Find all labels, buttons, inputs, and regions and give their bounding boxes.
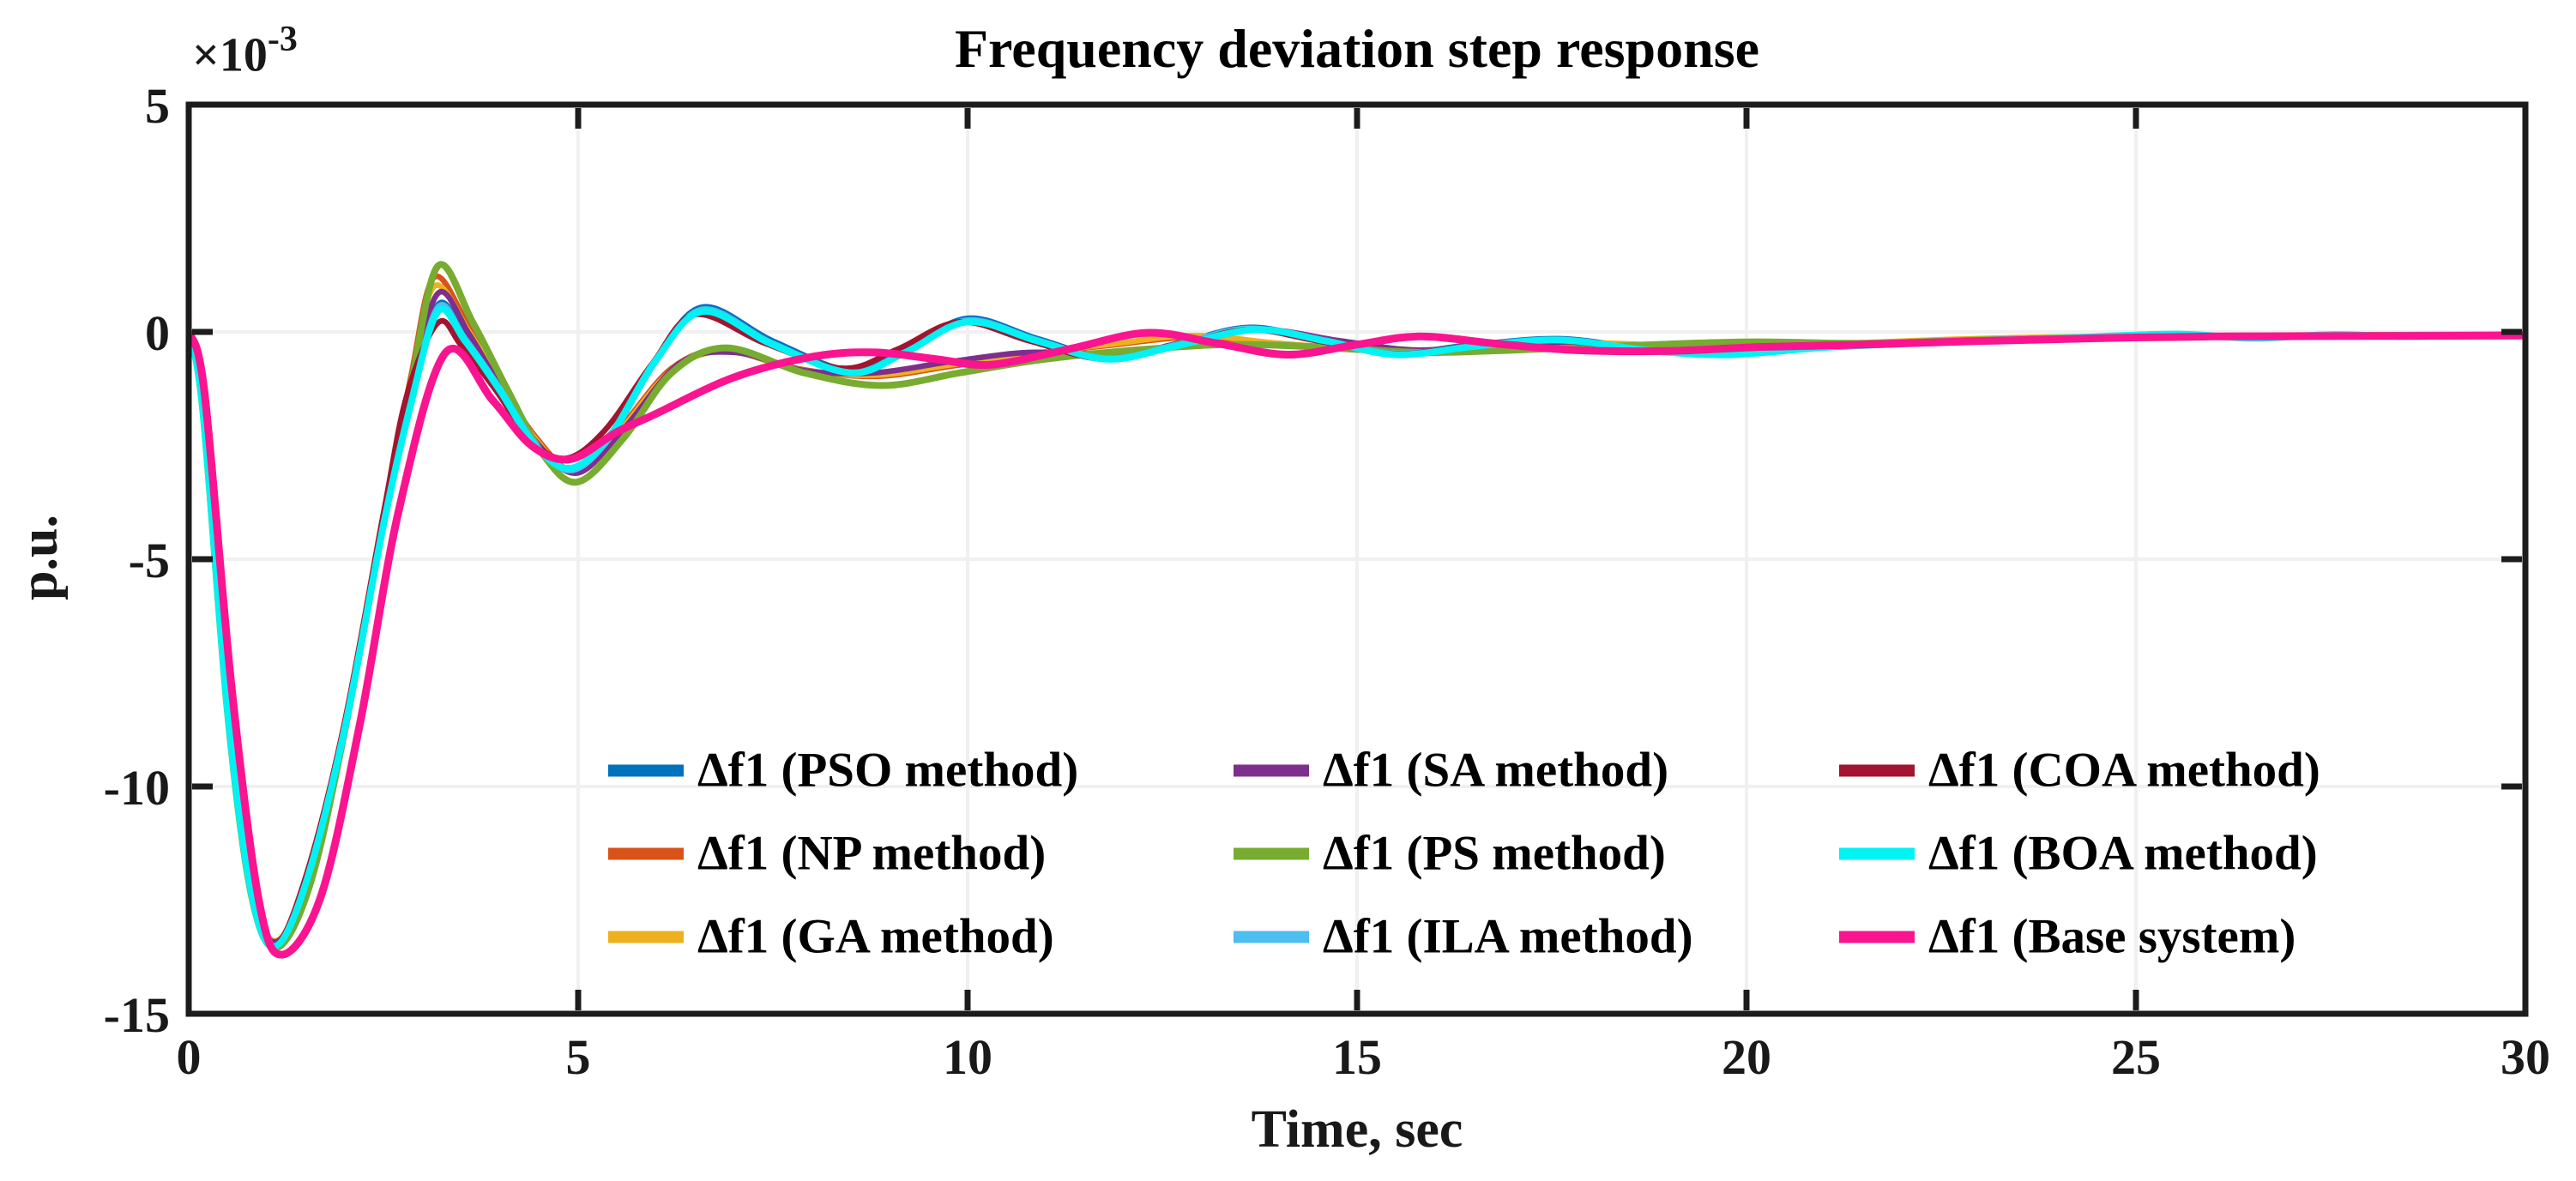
- axes-frame: [185, 101, 2529, 1017]
- legend-label-GA: Δf1 (GA method): [697, 909, 1054, 964]
- x-axis-label: Time, sec: [1251, 1100, 1463, 1159]
- legend-swatch-GA: [608, 931, 684, 943]
- legend-item-GA: Δf1 (GA method): [608, 909, 1054, 965]
- x-tick-label: 30: [2501, 1029, 2550, 1085]
- legend-label-Base: Δf1 (Base system): [1928, 909, 2296, 964]
- legend-item-NP: Δf1 (NP method): [608, 826, 1046, 882]
- x-tick-label: 5: [566, 1029, 591, 1085]
- legend-swatch-Base: [1839, 931, 1915, 943]
- legend-label-BOA: Δf1 (BOA method): [1928, 826, 2318, 881]
- legend-item-Base: Δf1 (Base system): [1839, 909, 2295, 965]
- legend-item-PS: Δf1 (PS method): [1234, 826, 1666, 882]
- y-tick-label: -10: [104, 760, 170, 816]
- legend-label-COA: Δf1 (COA method): [1928, 743, 2320, 798]
- x-tick-label: 15: [1332, 1029, 1382, 1085]
- y-tick-label: -15: [104, 987, 170, 1043]
- legend-label-PS: Δf1 (PS method): [1323, 826, 1666, 881]
- legend-label-SA: Δf1 (SA method): [1323, 743, 1669, 798]
- legend-label-PSO: Δf1 (PSO method): [697, 743, 1079, 798]
- legend-swatch-COA: [1839, 764, 1915, 776]
- y-tick-label: -5: [129, 533, 170, 588]
- legend-swatch-ILA: [1234, 931, 1309, 943]
- legend-label-ILA: Δf1 (ILA method): [1323, 909, 1693, 964]
- legend-item-SA: Δf1 (SA method): [1234, 743, 1668, 798]
- legend-swatch-BOA: [1839, 847, 1915, 859]
- y-axis-label: p.u.: [9, 515, 69, 600]
- legend-swatch-NP: [608, 847, 684, 859]
- x-tick-label: 10: [943, 1029, 992, 1085]
- legend-item-PSO: Δf1 (PSO method): [608, 743, 1078, 798]
- chart-title: Frequency deviation step response: [954, 18, 1760, 79]
- y-axis-multiplier: ×10-3: [192, 20, 298, 83]
- legend-swatch-PS: [1234, 847, 1309, 859]
- legend-swatch-SA: [1234, 764, 1309, 776]
- y-tick-label: 5: [145, 78, 170, 134]
- x-tick-label: 25: [2111, 1029, 2161, 1085]
- y-axis-multiplier-exponent: -3: [267, 20, 298, 59]
- legend-item-BOA: Δf1 (BOA method): [1839, 826, 2318, 882]
- x-tick-label: 20: [1722, 1029, 1771, 1085]
- legend-swatch-PSO: [608, 764, 684, 776]
- legend-item-ILA: Δf1 (ILA method): [1234, 909, 1693, 965]
- series-line-Base: [191, 328, 2523, 959]
- legend-item-COA: Δf1 (COA method): [1839, 743, 2320, 798]
- x-tick-label: 0: [177, 1029, 202, 1085]
- legend-label-NP: Δf1 (NP method): [697, 826, 1047, 881]
- y-axis-multiplier-base: ×10: [192, 28, 268, 82]
- y-tick-label: 0: [145, 305, 170, 361]
